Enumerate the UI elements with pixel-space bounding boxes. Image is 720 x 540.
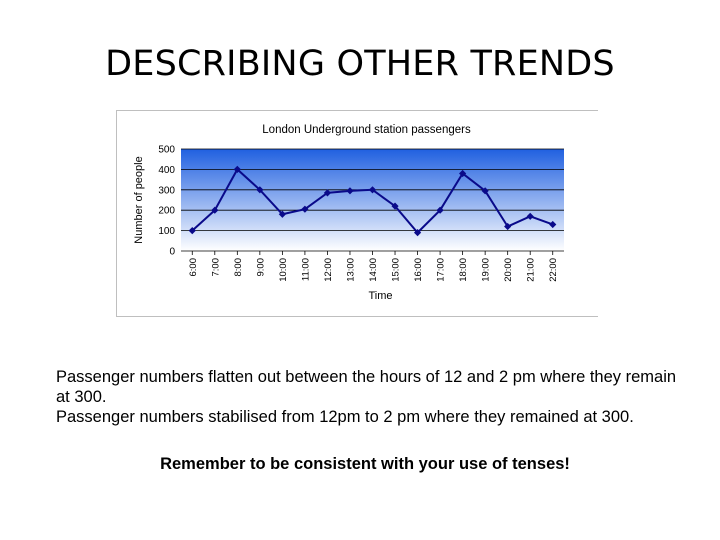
x-tick-label: 17:00 <box>436 258 447 282</box>
x-tick-label: 18:00 <box>458 258 469 282</box>
data-point <box>211 206 219 214</box>
data-point <box>481 187 489 195</box>
x-tick-label: 21:00 <box>526 258 537 282</box>
data-point <box>233 165 241 173</box>
x-tick-label: 6:00 <box>188 258 199 277</box>
data-point <box>504 222 512 231</box>
y-axis-label: Number of people <box>133 156 145 243</box>
x-tick-label: 16:00 <box>413 258 424 282</box>
x-tick-label: 19:00 <box>481 258 492 282</box>
y-tick-label: 100 <box>158 226 175 237</box>
slide-title: DESCRIBING OTHER TRENDS <box>105 44 615 84</box>
data-point <box>436 206 444 214</box>
y-tick-label: 400 <box>158 165 175 176</box>
x-tick-label: 10:00 <box>278 258 289 282</box>
x-tick-label: 13:00 <box>345 258 356 282</box>
x-tick-label: 9:00 <box>255 258 266 277</box>
data-point <box>549 220 557 229</box>
x-tick-label: 14:00 <box>368 258 379 282</box>
chart-frame: 0 100 200 300 400 500 6:00 7:00 8:00 9:00 10:00 11:… <box>116 110 598 317</box>
plot-area <box>181 149 564 251</box>
y-tick-label: 300 <box>158 185 175 196</box>
paragraph-stabilised: Passenger numbers stabilised from 12pm t… <box>56 408 634 426</box>
y-tick-label: 0 <box>169 247 175 258</box>
data-point <box>368 186 377 194</box>
x-axis-label: Time <box>368 290 392 302</box>
paragraph-flatten-out: Passenger numbers flatten out between th… <box>56 368 677 406</box>
data-point <box>188 227 196 235</box>
tense-reminder: Remember to be consistent with your use … <box>160 455 570 473</box>
line-chart: 0 100 200 300 400 500 6:00 7:00 8:00 9:00 10:00 11:… <box>133 124 564 302</box>
data-point <box>346 187 354 195</box>
x-tick-label: 11:00 <box>300 258 311 281</box>
x-tick-label: 22:00 <box>548 258 559 282</box>
data-point <box>526 212 534 220</box>
y-tick-label: 500 <box>158 145 175 156</box>
data-point <box>391 202 399 210</box>
x-tick-label: 20:00 <box>503 258 514 282</box>
x-tick-label: 12:00 <box>323 258 334 282</box>
chart-title: London Underground station passengers <box>262 124 471 136</box>
x-tick-label: 15:00 <box>391 258 402 282</box>
y-tick-label: 200 <box>158 206 175 217</box>
data-point <box>459 169 467 178</box>
data-point <box>278 210 286 218</box>
x-tick-label: 7:00 <box>210 258 221 277</box>
x-tick-label: 8:00 <box>233 258 244 277</box>
